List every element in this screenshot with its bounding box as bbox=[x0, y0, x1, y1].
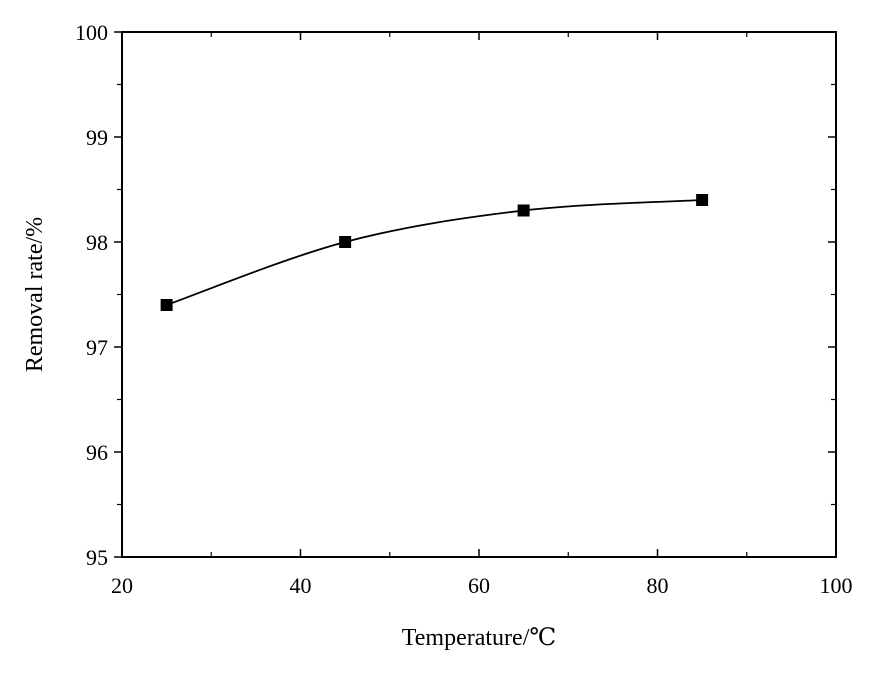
x-tick-label: 60 bbox=[468, 573, 490, 598]
data-point-marker bbox=[339, 236, 352, 248]
y-tick-label: 97 bbox=[86, 335, 108, 360]
x-tick-label: 100 bbox=[820, 573, 853, 598]
x-axis-title: Temperature/℃ bbox=[402, 625, 556, 651]
y-tick-label: 100 bbox=[75, 20, 108, 45]
x-tick-label: 40 bbox=[290, 573, 312, 598]
plot-frame bbox=[121, 31, 837, 558]
data-point-marker bbox=[696, 194, 709, 206]
y-axis-title: Removal rate/% bbox=[22, 217, 48, 372]
y-tick-label: 96 bbox=[86, 440, 108, 465]
axis-ticks bbox=[114, 31, 837, 558]
y-tick-label: 99 bbox=[86, 125, 108, 150]
series-line bbox=[166, 199, 703, 306]
y-tick-label: 98 bbox=[86, 230, 108, 255]
x-tick-label: 20 bbox=[111, 573, 133, 598]
y-tick-label: 95 bbox=[86, 545, 108, 570]
data-point-marker bbox=[160, 299, 173, 311]
tick-labels: 20 40 60 80 100 95 96 97 98 99 100 bbox=[75, 20, 853, 598]
x-tick-label: 80 bbox=[647, 573, 669, 598]
series-layer bbox=[160, 194, 709, 311]
data-point-marker bbox=[517, 204, 530, 217]
